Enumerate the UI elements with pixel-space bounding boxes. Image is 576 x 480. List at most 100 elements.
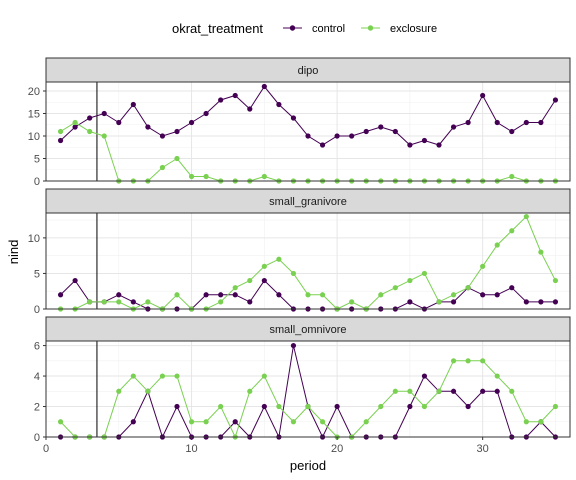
data-point-control	[363, 128, 369, 135]
data-point-control	[349, 133, 355, 139]
legend: okrat_treatment control exclosure	[172, 21, 437, 36]
series-line-exclosure	[60, 121, 556, 182]
data-point-control	[218, 97, 224, 103]
legend-key-control: control	[283, 23, 345, 35]
legend-point-control	[289, 25, 296, 31]
data-point-control	[480, 292, 486, 298]
data-point-exclosure	[494, 373, 500, 379]
data-point-exclosure	[349, 299, 355, 305]
panel-border	[45, 340, 571, 438]
data-point-exclosure	[203, 173, 209, 180]
data-point-control	[436, 142, 442, 148]
panel-small_omnivore: small_omnivore 0 2 4 6 0 10 20 30	[34, 316, 571, 455]
data-point-control	[509, 128, 515, 135]
data-point-exclosure	[72, 119, 78, 126]
data-point-exclosure	[203, 419, 209, 425]
data-point-exclosure	[378, 403, 384, 410]
data-point-exclosure	[57, 419, 64, 425]
y-tick-label: 4	[34, 371, 40, 383]
data-point-control	[203, 110, 209, 117]
y-tick-label: 2	[34, 402, 40, 414]
data-point-exclosure	[523, 419, 529, 425]
data-point-exclosure	[509, 173, 515, 180]
data-point-exclosure	[116, 299, 122, 305]
data-point-exclosure	[87, 299, 93, 305]
panel-border	[45, 212, 571, 310]
data-point-control	[203, 292, 209, 298]
panel-small_granivore: small_granivore 0 5 10	[28, 188, 571, 316]
data-point-control	[480, 388, 486, 394]
data-point-control	[494, 119, 500, 126]
data-point-control	[509, 285, 515, 291]
data-point-control	[494, 292, 500, 298]
data-point-exclosure	[130, 373, 136, 379]
data-point-control	[334, 133, 340, 139]
data-point-control	[145, 124, 151, 130]
data-point-control	[523, 299, 529, 305]
data-point-exclosure	[159, 373, 166, 379]
data-point-exclosure	[290, 270, 297, 277]
y-tick-label: 0	[34, 304, 40, 316]
data-point-exclosure	[276, 403, 282, 410]
data-point-exclosure	[538, 419, 544, 425]
x-tick-label: 30	[477, 443, 489, 455]
y-tick-label: 6	[34, 341, 40, 353]
data-point-exclosure	[509, 228, 515, 234]
legend-label-exclosure: exclosure	[390, 23, 437, 35]
data-point-control	[218, 292, 224, 298]
data-point-exclosure	[319, 292, 326, 298]
data-point-control	[116, 292, 122, 298]
data-point-control	[174, 403, 180, 410]
x-tick-label: 20	[331, 443, 343, 455]
data-point-exclosure	[378, 292, 384, 298]
data-point-exclosure	[436, 299, 442, 305]
data-point-exclosure	[247, 277, 253, 284]
data-point-exclosure	[480, 263, 486, 269]
data-point-exclosure	[232, 285, 238, 291]
data-point-control	[552, 97, 559, 103]
data-point-control	[465, 119, 471, 126]
data-point-control	[407, 142, 413, 148]
data-point-control	[87, 115, 93, 121]
data-point-control	[159, 133, 166, 139]
data-point-exclosure	[450, 358, 457, 364]
data-point-control	[465, 403, 471, 410]
data-point-control	[232, 419, 238, 425]
data-point-exclosure	[509, 388, 515, 394]
data-point-exclosure	[174, 155, 180, 162]
data-point-control	[116, 119, 122, 126]
data-point-control	[276, 292, 282, 298]
data-point-exclosure	[145, 388, 151, 394]
legend-key-exclosure: exclosure	[361, 23, 437, 35]
panels: dipo05101520small_granivore0510small_omn…	[28, 57, 571, 455]
facet-strip	[45, 188, 571, 214]
data-point-exclosure	[465, 285, 471, 291]
data-point-exclosure	[305, 403, 311, 410]
data-point-exclosure	[494, 242, 500, 248]
data-point-control	[232, 92, 238, 99]
data-point-exclosure	[188, 419, 195, 425]
data-point-exclosure	[480, 358, 486, 364]
data-point-exclosure	[465, 358, 471, 364]
data-point-control	[421, 137, 428, 144]
data-point-control	[334, 403, 340, 410]
data-point-exclosure	[57, 128, 64, 135]
x-axis-title: period	[290, 458, 326, 473]
data-point-exclosure	[319, 419, 326, 425]
data-point-control	[378, 124, 384, 130]
data-point-control	[130, 101, 136, 108]
data-point-control	[290, 342, 297, 349]
data-point-exclosure	[116, 388, 122, 394]
data-point-exclosure	[290, 419, 297, 425]
data-point-control	[174, 128, 180, 135]
data-point-control	[450, 388, 457, 394]
data-point-exclosure	[276, 256, 282, 262]
y-tick-label: 10	[28, 233, 40, 245]
data-point-exclosure	[363, 419, 369, 425]
data-point-control	[261, 403, 267, 410]
facet-strip-label: dipo	[298, 65, 319, 77]
y-tick-label: 20	[28, 86, 40, 98]
data-point-exclosure	[552, 277, 559, 284]
y-axis-title: nind	[6, 240, 21, 265]
